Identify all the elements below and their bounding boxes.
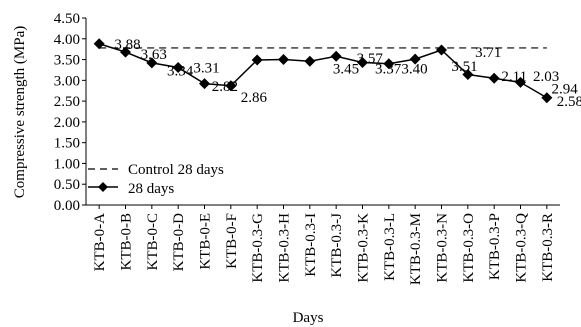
data-point-marker: [409, 53, 421, 65]
x-axis-ticks: KTB-0-A KTB-0-B KTB-0-C KTB-0-D KTB-0-E KTB-0…: [92, 205, 556, 285]
data-label: 2.86: [241, 90, 268, 106]
y-tick-label: 3.50: [54, 53, 80, 69]
data-point-marker: [225, 80, 237, 92]
y-tick-label: 2.50: [54, 94, 80, 110]
data-point-marker: [146, 57, 158, 69]
data-point-marker: [251, 54, 263, 66]
x-tick-label: KTB-0-C: [145, 213, 161, 271]
data-label: 3.40: [401, 62, 427, 78]
data-label: 3.88: [114, 37, 140, 53]
data-label: 3.63: [141, 47, 167, 63]
data-point-marker: [304, 55, 316, 67]
x-tick-label: KTB-0-F: [224, 213, 240, 269]
data-point-marker: [172, 61, 184, 73]
x-tick-label: KTB-0.3-Q: [514, 213, 530, 283]
x-tick-label: KTB-0.3-M: [408, 213, 424, 285]
data-label: 2.94: [551, 82, 578, 98]
y-tick-label: 1.50: [54, 136, 80, 152]
data-point-marker: [515, 76, 526, 88]
x-tick-label: KTB-0.3-K: [356, 213, 372, 283]
y-tick-label: 0.00: [54, 198, 80, 214]
x-tick-label: KTB-0.3-N: [435, 213, 451, 283]
data-point-marker: [383, 58, 395, 70]
data-point-marker: [93, 38, 105, 50]
x-tick-label: KTB-0-E: [198, 213, 214, 270]
data-label: 2.03: [533, 69, 559, 85]
data-point-marker: [199, 78, 210, 90]
x-tick-label: KTB-0-A: [92, 213, 108, 271]
series-markers: [93, 38, 553, 104]
x-tick-label: KTB-0-B: [119, 213, 135, 271]
legend-label-control: Control 28 days: [128, 162, 224, 178]
data-label: 3.57: [357, 51, 384, 67]
data-label: 3.71: [475, 45, 501, 61]
x-tick-label: KTB-0.3-I: [303, 213, 319, 277]
y-axis-title: Compressive strength (MPa): [12, 26, 28, 198]
data-point-marker: [488, 72, 500, 84]
data-point-marker: [436, 44, 447, 56]
x-tick-label: KTB-0.3-O: [461, 213, 477, 283]
data-point-marker: [120, 46, 131, 58]
data-point-marker: [541, 92, 553, 104]
axes: [85, 18, 560, 206]
x-tick-label: KTB-0.3-L: [382, 213, 398, 281]
data-label: 3.37: [375, 62, 402, 78]
y-tick-label: 3.00: [54, 73, 80, 89]
x-tick-label: KTB-0-D: [171, 213, 187, 271]
y-tick-label: 4.50: [54, 11, 80, 27]
data-label: 2.11: [501, 69, 527, 85]
data-label: 3.34: [167, 63, 194, 79]
data-label: 3.51: [451, 59, 477, 75]
x-tick-label: KTB-0.3-P: [487, 213, 503, 280]
x-tick-label: KTB-0.3-R: [540, 213, 556, 282]
y-axis-ticks: 0.00 0.50 1.00 1.50 2.00 2.50 3.00 3.50 4.00 4.50: [54, 11, 86, 214]
data-point-marker: [357, 56, 368, 68]
legend: Control 28 days 28 days: [88, 162, 224, 197]
data-point-marker: [278, 54, 289, 66]
x-tick-label: KTB-0.3-J: [329, 213, 345, 278]
data-label: 3.45: [333, 62, 359, 78]
data-point-marker: [330, 50, 342, 62]
x-tick-label: KTB-0.3-H: [277, 213, 293, 283]
data-label: 2.82: [212, 79, 238, 95]
data-labels: 3.883.633.34 3.31 2.822.86 3.453.573.37 3.40…: [114, 37, 581, 110]
y-tick-label: 2.00: [54, 115, 80, 131]
y-tick-label: 1.00: [54, 156, 80, 172]
data-label: 2.58: [557, 94, 581, 110]
y-tick-label: 4.00: [54, 32, 80, 48]
legend-diamond-marker: [98, 182, 108, 192]
x-axis-title: Days: [293, 310, 324, 326]
data-point-marker: [462, 69, 474, 81]
legend-label-28-days: 28 days: [128, 181, 174, 197]
y-tick-label: 0.50: [54, 177, 80, 193]
data-label: 3.31: [193, 60, 219, 76]
x-tick-label: KTB-0.3-G: [250, 213, 266, 283]
